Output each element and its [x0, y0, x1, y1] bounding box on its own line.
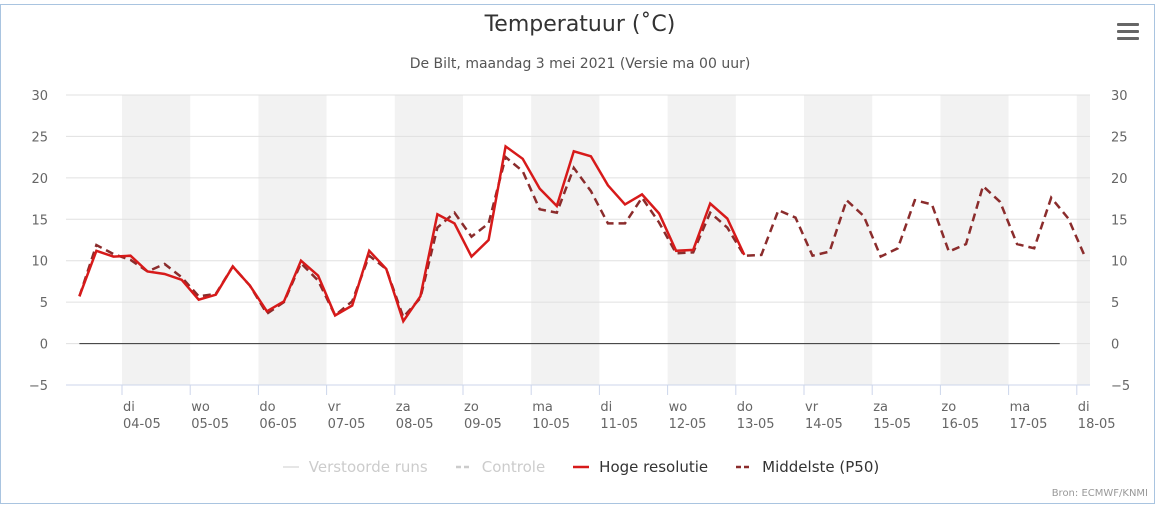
hamburger-menu-icon[interactable] — [1117, 23, 1139, 41]
x-tick-label-date: 13-05 — [737, 417, 775, 432]
y-tick-label-right: 25 — [1111, 130, 1128, 145]
x-tick-label-day: ma — [1010, 400, 1031, 415]
legend-label: Controle — [481, 458, 546, 476]
weekend-band — [940, 95, 1009, 385]
legend-label: Hoge resolutie — [599, 458, 709, 476]
legend-item[interactable]: Verstoorde runs — [281, 458, 428, 476]
y-tick-label-right: 10 — [1111, 255, 1128, 270]
legend-item[interactable]: Controle — [454, 458, 545, 476]
y-tick-label-right: 30 — [1111, 89, 1128, 104]
y-tick-label-left: 0 — [40, 338, 48, 353]
x-tick-label-day: vr — [805, 400, 819, 415]
x-tick-label-day: di — [123, 400, 135, 415]
y-tick-label-left: 5 — [40, 296, 48, 311]
x-tick-label-day: zo — [941, 400, 956, 415]
x-tick-label-date: 12-05 — [669, 417, 707, 432]
y-tick-label-left: 15 — [31, 213, 48, 228]
x-tick-label-date: 08-05 — [396, 417, 434, 432]
y-tick-label-right: 15 — [1111, 213, 1128, 228]
weekend-band — [531, 95, 600, 385]
weekend-band — [804, 95, 873, 385]
x-tick-label-day: ma — [532, 400, 553, 415]
y-tick-label-left: 20 — [31, 172, 48, 187]
y-tick-label-right: −5 — [1111, 379, 1130, 394]
x-tick-label-day: zo — [464, 400, 479, 415]
y-tick-label-left: 30 — [31, 89, 48, 104]
legend-symbol-icon — [282, 466, 299, 468]
y-tick-label-right: 20 — [1111, 172, 1128, 187]
x-tick-label-day: wo — [669, 400, 688, 415]
legend-symbol-icon — [455, 465, 472, 469]
legend-label: Verstoorde runs — [308, 458, 428, 476]
credits-link[interactable]: Bron: ECMWF/KNMI — [1051, 488, 1148, 499]
legend-item[interactable]: Hoge resolutie — [571, 458, 708, 476]
weekend-band — [394, 95, 463, 385]
x-tick-label-date: 14-05 — [805, 417, 843, 432]
legend: Verstoorde runs Controle Hoge resolutie Mid… — [0, 458, 1160, 476]
x-tick-label-date: 04-05 — [123, 417, 161, 432]
chart-title: Temperatuur (˚C) — [484, 12, 676, 37]
x-tick-label-day: za — [396, 400, 411, 415]
x-tick-label-day: vr — [328, 400, 342, 415]
y-tick-label-left: 10 — [31, 255, 48, 270]
x-tick-label-day: do — [737, 400, 753, 415]
x-tick-label-date: 06-05 — [259, 417, 297, 432]
y-tick-label-right: 5 — [1111, 296, 1119, 311]
weekend-band — [258, 95, 327, 385]
legend-symbol-icon — [573, 465, 590, 469]
x-tick-label-day: do — [259, 400, 275, 415]
y-tick-label-right: 0 — [1111, 338, 1119, 353]
chart-subtitle: De Bilt, maandag 3 mei 2021 (Versie ma 0… — [409, 56, 751, 72]
x-tick-label-day: za — [873, 400, 888, 415]
x-tick-label-date: 16-05 — [941, 417, 979, 432]
weekend-band — [1076, 95, 1090, 385]
x-tick-label-date: 09-05 — [464, 417, 502, 432]
x-tick-label-day: wo — [191, 400, 210, 415]
x-tick-label-date: 10-05 — [532, 417, 570, 432]
x-tick-label-date: 05-05 — [191, 417, 229, 432]
y-tick-label-left: −5 — [29, 379, 48, 394]
x-tick-label-date: 15-05 — [873, 417, 911, 432]
x-tick-label-day: di — [600, 400, 612, 415]
legend-item[interactable]: Middelste (P50) — [734, 458, 879, 476]
y-tick-label-left: 25 — [31, 130, 48, 145]
x-tick-label-date: 18-05 — [1078, 417, 1116, 432]
legend-symbol-icon — [736, 465, 753, 469]
x-tick-label-date: 07-05 — [328, 417, 366, 432]
series-line-hoge-resolutie — [78, 144, 746, 324]
x-tick-label-date: 17-05 — [1010, 417, 1048, 432]
x-tick-label-date: 11-05 — [600, 417, 638, 432]
weekend-band — [667, 95, 736, 385]
legend-label: Middelste (P50) — [762, 458, 880, 476]
x-tick-label-day: di — [1078, 400, 1090, 415]
weekend-band — [122, 95, 191, 385]
